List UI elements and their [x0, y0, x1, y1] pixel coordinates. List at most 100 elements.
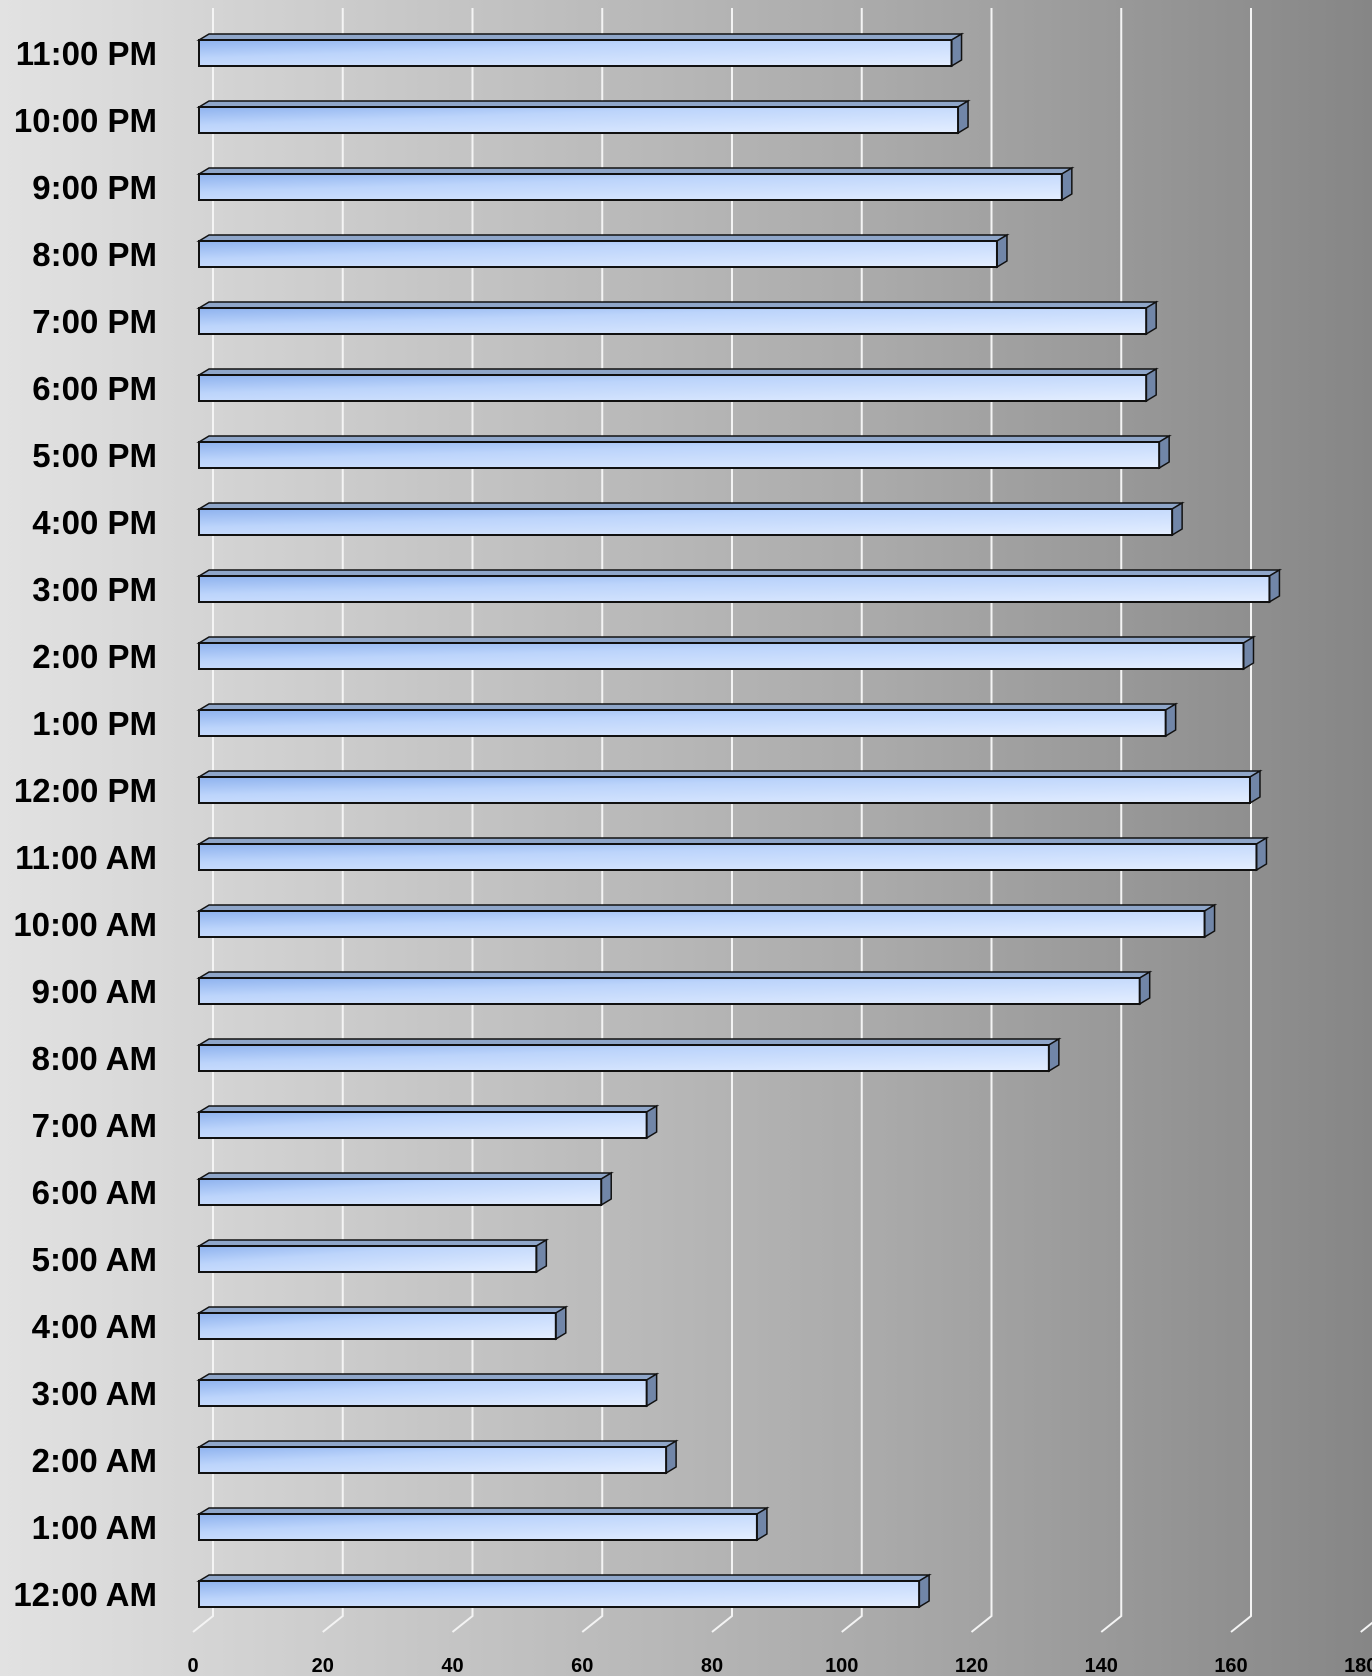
bar-side-face: [756, 1506, 768, 1542]
bar-front-face: [198, 1111, 648, 1139]
bar-front-face: [198, 307, 1148, 335]
bar-7-00-pm: [196, 300, 1159, 336]
bar-2-00-pm: [196, 635, 1257, 671]
bar-front-face: [198, 1580, 921, 1608]
bar-side-face: [957, 99, 969, 135]
bar-11-00-pm: [196, 32, 965, 68]
category-label: 1:00 PM: [32, 705, 157, 742]
bar-side-face: [1158, 434, 1170, 470]
bar-6-00-am: [196, 1171, 614, 1207]
gridline-40: [451, 8, 474, 1633]
bar-side-face: [645, 1372, 658, 1408]
gridline-80: [711, 8, 733, 1633]
category-label: 3:00 AM: [32, 1375, 157, 1412]
category-label: 10:00 PM: [14, 102, 157, 139]
bar-front-face: [198, 1245, 538, 1273]
category-label: 1:00 AM: [32, 1509, 157, 1546]
bar-5-00-pm: [196, 434, 1172, 470]
bar-12-00-pm: [196, 769, 1263, 805]
bar-front-face: [198, 106, 960, 134]
bar-side-face: [555, 1305, 567, 1341]
bar-front-face: [198, 1178, 603, 1206]
x-tick-label: 160: [1214, 1655, 1247, 1676]
category-label: 4:00 PM: [32, 504, 157, 541]
category-label: 9:00 PM: [32, 169, 157, 206]
category-label: 6:00 AM: [32, 1174, 157, 1211]
bar-side-face: [1171, 501, 1183, 537]
bar-front-face: [198, 173, 1063, 201]
gridline-60: [581, 8, 604, 1633]
bar-side-face: [1145, 300, 1157, 336]
category-label: 4:00 AM: [32, 1308, 157, 1345]
x-tick-label: 0: [187, 1655, 198, 1676]
gridline-120: [970, 8, 993, 1633]
gridline-0: [192, 8, 214, 1633]
bar-front-face: [198, 977, 1141, 1005]
category-label: 2:00 AM: [32, 1442, 157, 1479]
gridline-180: [1360, 1621, 1372, 1633]
gridline-20: [322, 8, 344, 1633]
bar-side-face: [1138, 970, 1151, 1006]
category-label: 8:00 PM: [32, 236, 157, 273]
bar-side-face: [1061, 166, 1073, 202]
category-label: 3:00 PM: [32, 571, 157, 608]
bar-8-00-am: [196, 1037, 1062, 1073]
bar-front-face: [198, 1044, 1050, 1072]
bar-side-face: [1242, 635, 1255, 671]
bar-3-00-pm: [196, 568, 1283, 604]
x-tick-label: 40: [441, 1655, 463, 1676]
bar-front-face: [198, 374, 1148, 402]
x-tick-label: 180: [1344, 1655, 1372, 1676]
bar-front-face: [198, 709, 1167, 737]
x-tick-label: 120: [955, 1655, 988, 1676]
bar-front-face: [198, 642, 1245, 670]
bars: [196, 32, 1283, 1609]
bar-7-00-am: [196, 1104, 660, 1140]
bar-side-face: [1203, 903, 1216, 939]
bar-side-face: [1145, 367, 1157, 403]
category-label: 11:00 PM: [16, 35, 157, 72]
category-label: 5:00 AM: [32, 1241, 157, 1278]
category-label: 6:00 PM: [32, 370, 157, 407]
bar-4-00-pm: [196, 501, 1185, 537]
x-tick-label: 100: [825, 1655, 858, 1676]
bar-front-face: [198, 240, 998, 268]
gridline-100: [841, 8, 863, 1633]
bar-5-00-am: [196, 1238, 550, 1274]
bar-side-face: [996, 233, 1008, 269]
bar-side-face: [645, 1104, 658, 1140]
bar-10-00-am: [196, 903, 1218, 939]
category-label: 2:00 PM: [32, 638, 157, 675]
bar-1-00-am: [196, 1506, 770, 1542]
category-label: 11:00 AM: [15, 839, 157, 876]
category-label: 10:00 AM: [13, 906, 157, 943]
bar-side-face: [918, 1573, 930, 1609]
category-label: 12:00 PM: [14, 772, 157, 809]
bar-front-face: [198, 39, 953, 67]
category-label: 9:00 AM: [32, 973, 157, 1010]
bar-front-face: [198, 441, 1161, 469]
bar-10-00-pm: [196, 99, 971, 135]
bar-side-face: [1268, 568, 1281, 604]
bar-front-face: [198, 1312, 557, 1340]
bar-side-face: [600, 1171, 612, 1207]
category-labels: 12:00 AM 1:00 AM 2:00 AM 3:00 AM 4:00 AM 5:00…: [13, 35, 157, 1613]
category-label: 7:00 PM: [32, 303, 157, 340]
gridline-160: [1230, 8, 1252, 1633]
bar-6-00-pm: [196, 367, 1159, 403]
bar-9-00-pm: [196, 166, 1075, 202]
category-label: 7:00 AM: [32, 1107, 157, 1144]
bar-11-00-am: [196, 836, 1270, 872]
category-label: 5:00 PM: [32, 437, 157, 474]
bar-front-face: [198, 508, 1174, 536]
bar-front-face: [198, 910, 1206, 938]
category-label: 8:00 AM: [32, 1040, 157, 1077]
bar-1-00-pm: [196, 702, 1179, 738]
bar-side-face: [950, 32, 963, 68]
bar-4-00-am: [196, 1305, 569, 1341]
bar-side-face: [1164, 702, 1177, 738]
bar-9-00-am: [196, 970, 1153, 1006]
bar-side-face: [1249, 769, 1261, 805]
